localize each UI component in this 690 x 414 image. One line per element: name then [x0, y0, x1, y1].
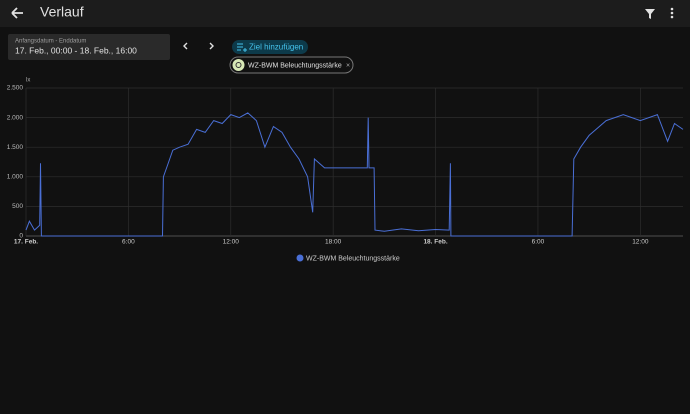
y-tick-label: 2.500: [7, 85, 24, 92]
filter-button[interactable]: [645, 9, 655, 19]
x-tick-label: 12:00: [632, 239, 649, 246]
page-title: Verlauf: [40, 4, 84, 20]
add-target-label: Ziel hinzufügen: [249, 43, 303, 52]
next-button[interactable]: [209, 42, 214, 50]
x-tick-label: 6:00: [532, 239, 545, 246]
date-field[interactable]: [8, 34, 170, 60]
prev-button[interactable]: [183, 42, 188, 50]
x-tick-label: 6:00: [122, 239, 135, 246]
legend-label: WZ-BWM Beleuchtungsstärke: [306, 255, 400, 262]
date-value: 17. Feb., 00:00 - 18. Feb., 16:00: [15, 45, 137, 55]
y-tick-label: 2.000: [7, 114, 24, 121]
chip-icon: [232, 59, 245, 71]
legend-swatch: [296, 254, 304, 262]
y-tick-label: 500: [12, 203, 23, 210]
x-tick-label: 12:00: [223, 239, 240, 246]
y-tick-label: 1.000: [7, 174, 24, 181]
data-line: [25, 112, 684, 237]
add-icon: [237, 43, 247, 52]
x-tick-label: 18:00: [325, 239, 342, 246]
chart: 0 500 1.000 1.500 2.000 2.500 17. Feb. 6:00 12:0…: [7, 85, 684, 262]
chip-label: WZ-BWM Beleuchtungsstärke: [248, 62, 342, 69]
chip-icon-inner: [235, 62, 242, 68]
back-button[interactable]: [11, 7, 23, 19]
y-axis-label: lx: [26, 78, 30, 84]
target-chip[interactable]: [229, 56, 354, 74]
chip-remove[interactable]: ×: [346, 62, 350, 69]
add-target-button[interactable]: [232, 40, 308, 54]
x-tick-label: 18. Feb.: [423, 239, 447, 246]
x-tick-label: 17. Feb.: [14, 239, 38, 246]
top-bar: [0, 0, 690, 27]
y-tick-label: 1.500: [7, 144, 24, 151]
y-tick-label: 0: [19, 233, 23, 240]
menu-button[interactable]: [670, 7, 674, 19]
date-label: Anfangsdatum - Enddatum: [15, 39, 86, 45]
